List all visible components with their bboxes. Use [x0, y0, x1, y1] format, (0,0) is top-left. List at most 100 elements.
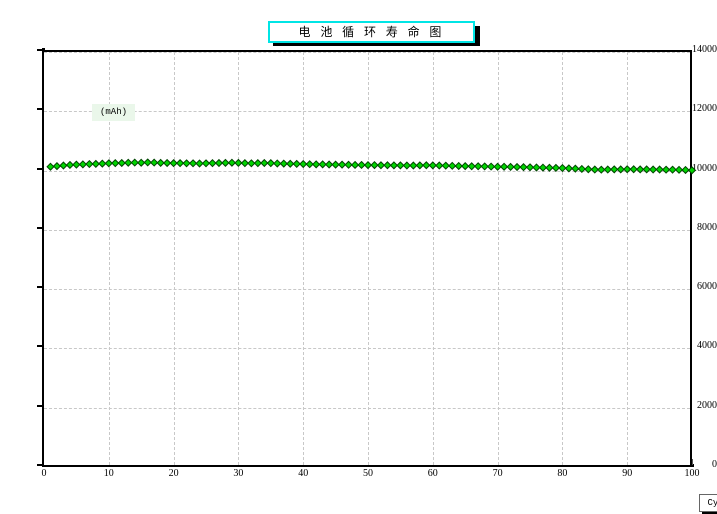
data-point-marker — [642, 165, 651, 174]
x-axis-unit-container: Cycle — [699, 494, 717, 514]
data-point-marker — [156, 158, 165, 167]
data-point-marker — [143, 158, 152, 167]
data-point-marker — [240, 159, 249, 168]
x-axis-tick-label: 0 — [41, 468, 47, 479]
grid-line-horizontal — [44, 289, 690, 291]
y-axis-tick — [37, 108, 44, 111]
y-axis-tick-label: 12000 — [692, 103, 717, 115]
data-point-marker — [487, 162, 496, 171]
data-point-marker — [305, 160, 314, 169]
y-axis-tick — [37, 464, 44, 466]
x-axis-line — [42, 464, 694, 467]
data-point-marker — [286, 159, 295, 168]
data-point-marker — [603, 165, 612, 174]
data-point-marker — [564, 164, 573, 173]
x-axis-unit-label: Cycle — [699, 494, 717, 512]
data-point-marker — [474, 162, 483, 171]
data-point-marker — [584, 165, 593, 174]
grid-line-horizontal — [44, 348, 690, 350]
y-axis-tick — [37, 226, 44, 229]
data-point-marker — [163, 158, 172, 168]
data-point-marker — [499, 162, 509, 171]
data-point-marker — [551, 163, 561, 173]
data-point-marker — [279, 159, 288, 168]
data-point-marker — [538, 163, 548, 172]
data-point-marker — [91, 159, 100, 169]
grid-line-vertical — [497, 52, 499, 465]
data-point-marker — [266, 159, 275, 168]
y-axis-tick-label: 14000 — [692, 44, 717, 55]
data-point-marker — [480, 162, 489, 171]
x-axis-tick-label: 90 — [622, 468, 633, 479]
data-point-marker — [649, 165, 658, 174]
data-point-marker — [636, 165, 645, 174]
data-point-marker — [629, 165, 638, 174]
data-point-marker — [72, 160, 81, 169]
data-point-marker — [234, 158, 243, 167]
data-point-marker — [674, 165, 684, 174]
data-point-marker — [78, 160, 87, 169]
data-point-marker — [428, 161, 437, 170]
data-point-marker — [98, 159, 107, 168]
data-point-marker — [188, 159, 198, 168]
data-point-marker — [104, 159, 113, 168]
data-point-marker — [623, 165, 632, 174]
y-axis-tick — [37, 286, 44, 289]
data-point-marker — [363, 160, 373, 170]
grid-line-vertical — [238, 52, 240, 465]
data-point-marker — [519, 163, 528, 172]
y-axis-tick-label: 0 — [712, 459, 717, 470]
data-point-marker — [558, 163, 567, 173]
x-axis-tick-label: 80 — [557, 468, 568, 479]
grid-line-horizontal — [44, 111, 690, 113]
data-point-marker — [422, 161, 431, 170]
data-point-marker — [493, 162, 502, 171]
y-axis-tick-label: 10000 — [692, 162, 717, 174]
data-point-marker — [571, 164, 580, 173]
data-point-marker — [124, 158, 133, 167]
grid-line-vertical — [562, 52, 564, 465]
data-point-marker — [357, 160, 366, 170]
grid-line-vertical — [368, 52, 369, 465]
data-point-marker — [201, 159, 211, 168]
x-axis-tick-label: 40 — [298, 468, 309, 479]
data-point-marker — [435, 161, 444, 170]
data-point-marker — [52, 162, 62, 171]
data-point-marker — [247, 159, 256, 168]
data-point-marker — [253, 159, 262, 168]
data-point-marker — [370, 160, 379, 170]
data-point-marker — [214, 158, 224, 168]
data-point-marker — [577, 164, 586, 174]
grid-line-vertical — [173, 52, 175, 465]
series-markers — [46, 158, 697, 175]
page-title: 电 池 循 环 寿 命 图 — [268, 21, 475, 43]
data-point-marker — [182, 159, 191, 168]
x-axis-tick-label: 10 — [103, 468, 114, 479]
data-point-marker — [448, 161, 457, 170]
data-point-marker — [344, 160, 353, 169]
data-point-marker — [117, 158, 126, 168]
data-point-marker — [597, 165, 606, 174]
data-point-marker — [525, 163, 535, 172]
data-point-marker — [337, 160, 347, 169]
data-point-marker — [402, 161, 411, 170]
data-point-marker — [655, 165, 664, 174]
data-point-marker — [383, 161, 392, 170]
data-point-marker — [389, 161, 399, 170]
data-series-capacity — [46, 158, 697, 175]
data-point-marker — [85, 159, 94, 169]
data-point-marker — [111, 159, 120, 168]
data-point-marker — [318, 160, 327, 169]
y-axis-tick-label: 6000 — [697, 281, 717, 293]
data-point-marker — [409, 161, 418, 170]
data-point-marker — [331, 160, 340, 169]
y-axis-line — [42, 48, 45, 467]
data-point-marker — [150, 158, 159, 167]
x-axis-tick-label: 60 — [427, 468, 438, 479]
data-point-marker — [208, 159, 217, 168]
plot-area: (mAh) Cycle — [44, 50, 717, 514]
data-point-marker — [545, 163, 554, 172]
y-axis-tick — [37, 404, 44, 407]
x-axis-tick-label: 30 — [233, 468, 244, 479]
x-axis-tick-label: 100 — [684, 468, 700, 479]
